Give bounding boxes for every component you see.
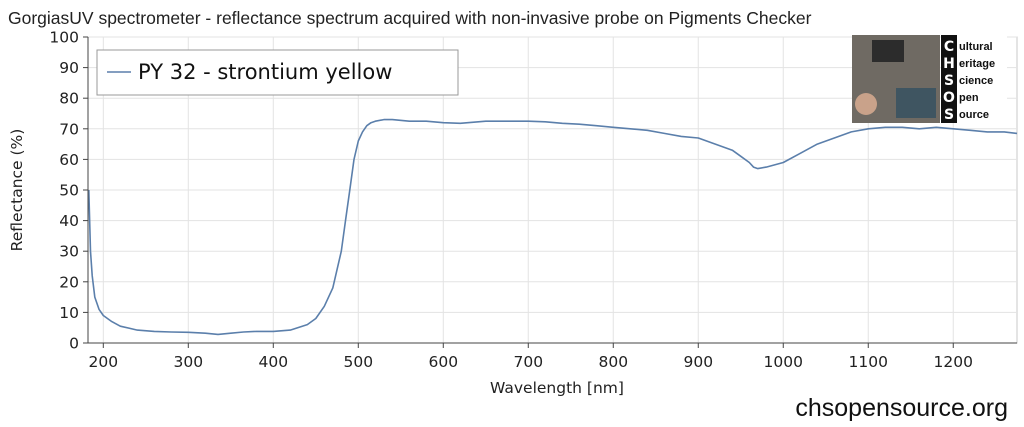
y-tick-label: 40 <box>59 212 79 230</box>
y-axis-label: Reflectance (%) <box>8 129 26 252</box>
logo-word-open: pen <box>959 92 979 104</box>
y-tick-label: 60 <box>59 151 79 169</box>
x-tick-label: 300 <box>173 353 203 371</box>
y-tick-label: 70 <box>59 120 79 138</box>
chart-title: GorgiasUV spectrometer - reflectance spe… <box>8 8 812 28</box>
x-tick-label: 800 <box>598 353 628 371</box>
x-tick-label: 500 <box>343 353 373 371</box>
y-tick-label: 80 <box>59 90 79 108</box>
x-tick-label: 900 <box>683 353 713 371</box>
x-tick-label: 700 <box>513 353 543 371</box>
y-tick-label: 50 <box>59 182 79 200</box>
logo-word-panel <box>957 35 1007 123</box>
logo-letter-c: C <box>944 39 954 55</box>
logo-photo-board <box>896 88 936 118</box>
chsos-logo: C H S O S ultural eritage cience pen our… <box>852 35 1007 123</box>
logo-letter-o: O <box>943 90 955 106</box>
y-tick-labels: 0 10 20 30 40 50 60 70 80 90 100 <box>49 29 88 353</box>
y-tick-label: 20 <box>59 273 79 291</box>
x-tick-label: 600 <box>428 353 458 371</box>
x-tick-label: 1200 <box>934 353 973 371</box>
x-axis-label: Wavelength [nm] <box>490 379 624 397</box>
x-tick-labels: 200 300 400 500 600 700 800 900 1000 1100 1200 <box>89 343 973 371</box>
x-tick-label: 1100 <box>849 353 888 371</box>
logo-letter-column <box>941 35 957 123</box>
legend-box <box>96 49 459 96</box>
logo-word-science: cience <box>959 75 993 87</box>
logo-letter-s2: S <box>944 107 954 123</box>
footer-url: chsopensource.org <box>795 394 1008 422</box>
x-tick-label: 400 <box>258 353 288 371</box>
legend: PY 32 - strontium yellow <box>96 49 459 96</box>
logo-photo-device <box>872 40 904 62</box>
y-tick-label: 10 <box>59 304 79 322</box>
y-tick-label: 30 <box>59 243 79 261</box>
y-tick-label: 100 <box>49 29 79 47</box>
series-line-py32 <box>88 118 1018 336</box>
logo-word-heritage: eritage <box>959 58 995 70</box>
y-tick-label: 90 <box>59 59 79 77</box>
logo-word-source: ource <box>959 109 989 121</box>
logo-letter-h: H <box>943 56 955 72</box>
logo-photo-hand <box>855 93 877 115</box>
x-tick-label: 200 <box>89 353 119 371</box>
legend-label: PY 32 - strontium yellow <box>138 60 392 84</box>
y-tick-label: 0 <box>69 335 79 353</box>
logo-letter-s1: S <box>944 73 954 89</box>
x-tick-label: 1000 <box>764 353 803 371</box>
logo-word-cultural: ultural <box>959 41 993 53</box>
